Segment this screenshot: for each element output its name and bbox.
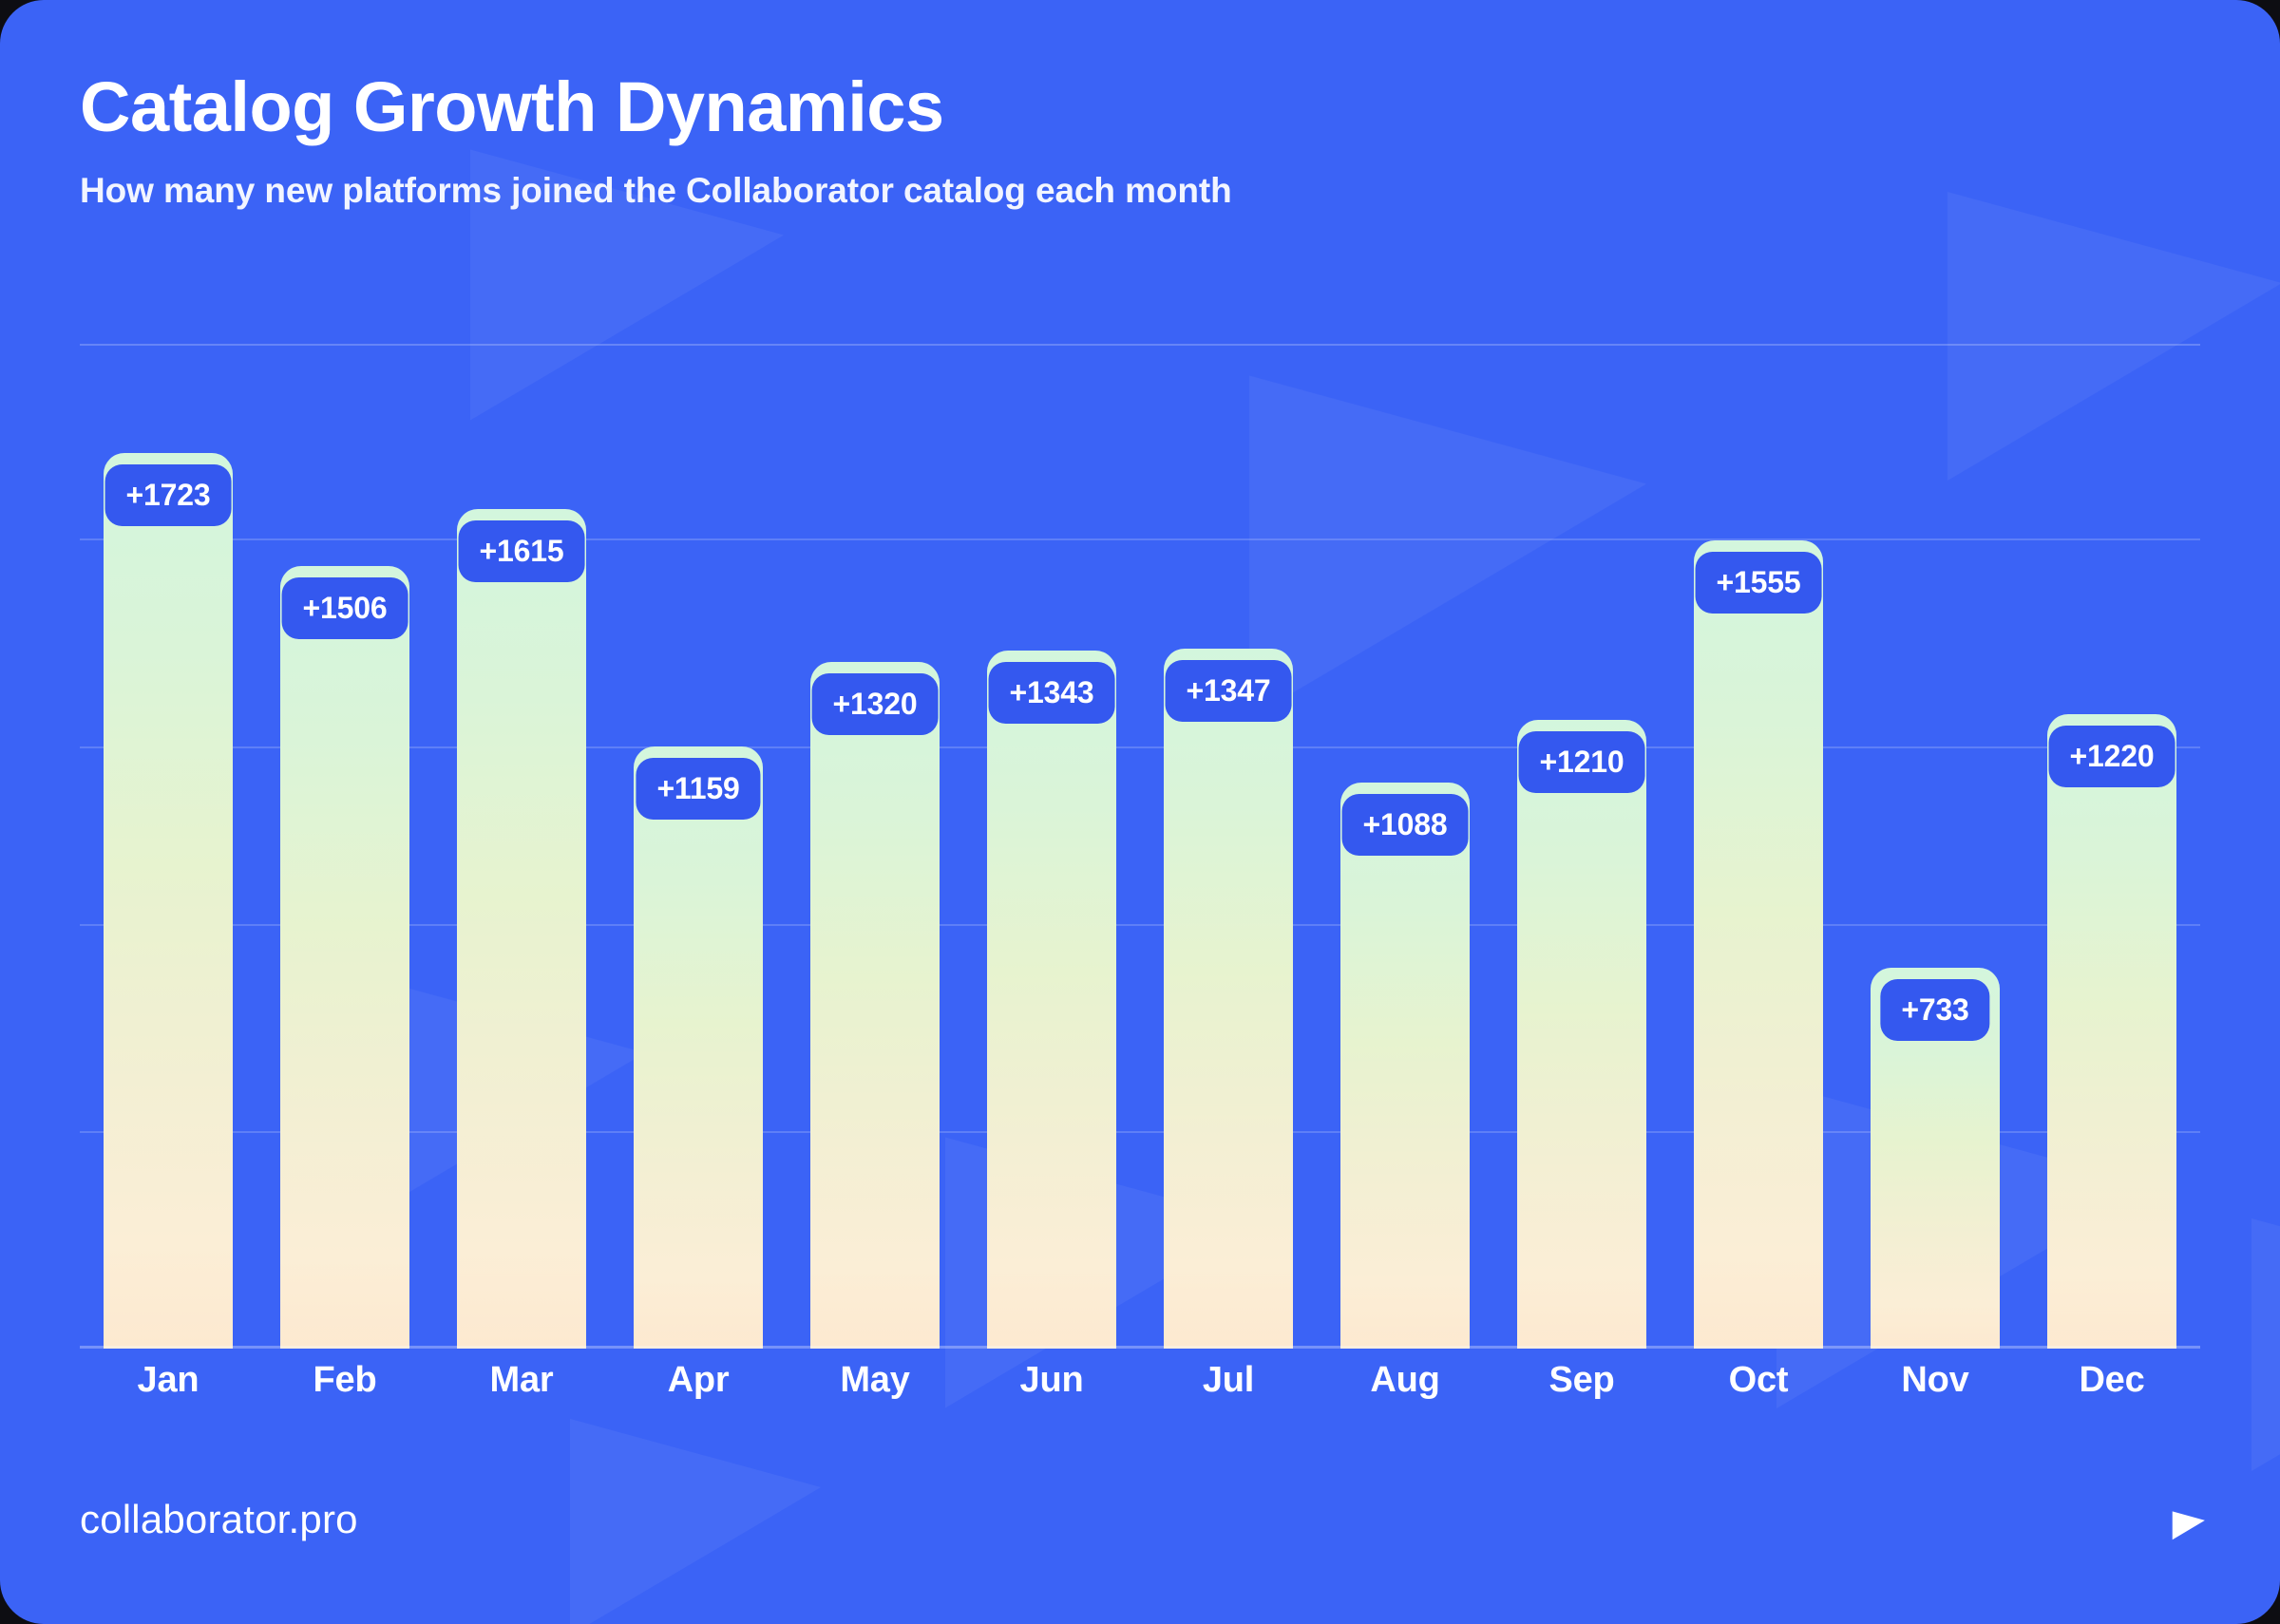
bar-value-badge: +1343 <box>988 661 1115 724</box>
bar[interactable]: +1220 <box>2047 714 2176 1349</box>
bar-value-badge: +1723 <box>104 463 232 526</box>
bar[interactable]: +1343 <box>987 650 1116 1349</box>
bar[interactable]: +1320 <box>810 662 940 1349</box>
header-divider <box>80 344 2200 346</box>
bar[interactable]: +1088 <box>1340 783 1470 1349</box>
x-axis-tick-may: May <box>840 1360 910 1400</box>
bar-slot[interactable]: +1159 <box>610 361 787 1349</box>
bar-value-badge: +1615 <box>458 520 585 582</box>
bar[interactable]: +733 <box>1871 967 2000 1349</box>
bar[interactable]: +1159 <box>634 746 763 1349</box>
bar-slot[interactable]: +1210 <box>1493 361 1670 1349</box>
bar-slot[interactable]: +733 <box>1847 361 2024 1349</box>
bar-slot[interactable]: +1506 <box>256 361 433 1349</box>
bar-value-badge: +1320 <box>811 673 939 736</box>
bar-value-badge: +1210 <box>1518 730 1645 793</box>
bar-value-badge: +1088 <box>1341 794 1469 857</box>
chart-title: Catalog Growth Dynamics <box>80 67 944 146</box>
x-axis-labels: Jan Feb Mar Apr May Jun Jul Aug Sep Oct Nov Dec <box>80 1360 2200 1401</box>
bar[interactable]: +1555 <box>1694 539 1823 1349</box>
bar-slot[interactable]: +1320 <box>787 361 963 1349</box>
bar-slot[interactable]: +1723 <box>80 361 256 1349</box>
axis-baseline <box>80 1346 2200 1349</box>
x-axis-tick-feb: Feb <box>313 1360 377 1400</box>
collaborator-logo-icon <box>2146 1497 2205 1554</box>
x-axis-tick-sep: Sep <box>1548 1360 1615 1400</box>
x-axis-tick-mar: Mar <box>489 1360 554 1400</box>
bar[interactable]: +1210 <box>1517 719 1646 1349</box>
x-axis-tick-jul: Jul <box>1202 1360 1255 1400</box>
bar-slot[interactable]: +1088 <box>1317 361 1493 1349</box>
x-axis-tick-apr: Apr <box>667 1360 730 1400</box>
chart-plot-area: +1723 +1506 +1615 +1159 +1320 +1343 +1347 +1088… <box>80 361 2200 1349</box>
x-axis-tick-oct: Oct <box>1728 1360 1789 1400</box>
bar[interactable]: +1723 <box>104 452 233 1349</box>
site-url-label: collaborator.pro <box>80 1497 358 1541</box>
x-axis-tick-jan: Jan <box>137 1360 200 1400</box>
chart-footer: collaborator.pro <box>0 1491 2280 1586</box>
bar-value-badge: +1506 <box>281 576 408 639</box>
chart-subtitle: How many new platforms joined the Collab… <box>80 170 1232 210</box>
bar-slot[interactable]: +1220 <box>2024 361 2200 1349</box>
bar-value-badge: +1347 <box>1165 659 1292 722</box>
bar[interactable]: +1506 <box>280 565 409 1349</box>
x-axis-tick-jun: Jun <box>1019 1360 1084 1400</box>
bar-slot[interactable]: +1343 <box>963 361 1140 1349</box>
chart-header: Catalog Growth Dynamics How many new pla… <box>80 70 1232 211</box>
bar-value-badge: +733 <box>1880 978 1990 1041</box>
bar[interactable]: +1347 <box>1164 648 1293 1349</box>
bar-series: +1723 +1506 +1615 +1159 +1320 +1343 +1347 +1088… <box>80 361 2200 1349</box>
bar-slot[interactable]: +1615 <box>433 361 610 1349</box>
bar-value-badge: +1220 <box>2048 726 2176 788</box>
bar-slot[interactable]: +1347 <box>1140 361 1317 1349</box>
bar-value-badge: +1555 <box>1695 551 1822 614</box>
bar[interactable]: +1615 <box>457 509 586 1349</box>
x-axis-tick-dec: Dec <box>2079 1360 2145 1400</box>
x-axis-tick-aug: Aug <box>1370 1360 1440 1400</box>
bar-slot[interactable]: +1555 <box>1670 361 1847 1349</box>
bar-value-badge: +1159 <box>636 757 761 820</box>
x-axis-tick-nov: Nov <box>1901 1360 1969 1400</box>
